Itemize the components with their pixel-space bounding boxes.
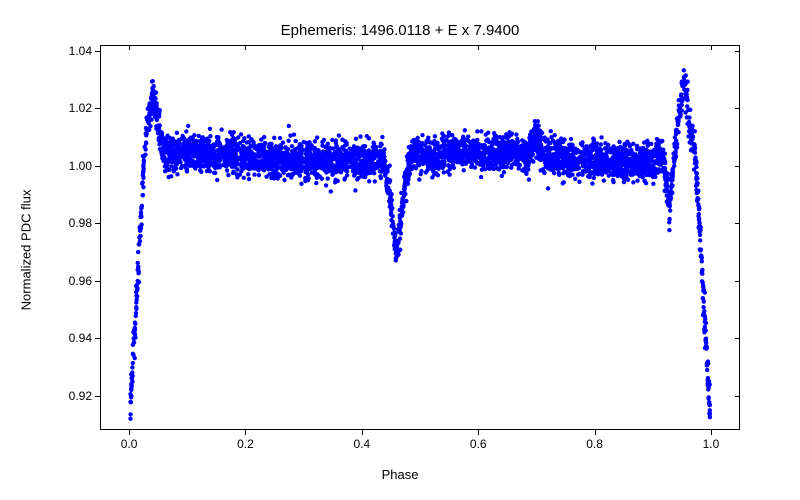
x-tick-mark-top [362, 45, 363, 50]
x-tick-mark-top [711, 45, 712, 50]
x-tick-label: 0.2 [237, 437, 254, 451]
y-tick-label: 1.02 [69, 101, 92, 115]
y-tick-mark [95, 338, 100, 339]
y-tick-label: 0.98 [69, 216, 92, 230]
x-tick-mark-top [129, 45, 130, 50]
y-tick-label: 0.94 [69, 331, 92, 345]
x-tick-label: 0.8 [586, 437, 603, 451]
y-tick-mark [95, 108, 100, 109]
y-tick-mark-right [735, 281, 740, 282]
x-tick-mark [595, 430, 596, 435]
y-tick-label: 0.96 [69, 274, 92, 288]
x-axis-label: Phase [382, 467, 419, 482]
plot-area [100, 45, 740, 430]
x-tick-label: 0.4 [353, 437, 370, 451]
x-tick-mark [478, 430, 479, 435]
y-tick-mark [95, 223, 100, 224]
y-tick-mark-right [735, 223, 740, 224]
y-tick-mark [95, 281, 100, 282]
chart-container: Ephemeris: 1496.0118 + E x 7.9400 Normal… [0, 0, 800, 500]
y-tick-mark-right [735, 396, 740, 397]
x-tick-label: 0.6 [470, 437, 487, 451]
y-tick-mark [95, 166, 100, 167]
y-tick-mark [95, 51, 100, 52]
scatter-plot-svg [101, 46, 739, 429]
y-tick-label: 0.92 [69, 389, 92, 403]
x-tick-mark-top [595, 45, 596, 50]
x-tick-label: 1.0 [703, 437, 720, 451]
x-tick-label: 0.0 [121, 437, 138, 451]
y-tick-label: 1.04 [69, 44, 92, 58]
y-axis-label: Normalized PDC flux [19, 190, 34, 311]
x-tick-mark-top [245, 45, 246, 50]
x-tick-mark [129, 430, 130, 435]
y-tick-label: 1.00 [69, 159, 92, 173]
x-tick-mark [711, 430, 712, 435]
chart-title: Ephemeris: 1496.0118 + E x 7.9400 [281, 22, 520, 39]
y-tick-mark-right [735, 51, 740, 52]
x-tick-mark [245, 430, 246, 435]
y-tick-mark-right [735, 166, 740, 167]
y-tick-mark-right [735, 338, 740, 339]
y-tick-mark [95, 396, 100, 397]
x-tick-mark-top [478, 45, 479, 50]
x-tick-mark [362, 430, 363, 435]
y-tick-mark-right [735, 108, 740, 109]
